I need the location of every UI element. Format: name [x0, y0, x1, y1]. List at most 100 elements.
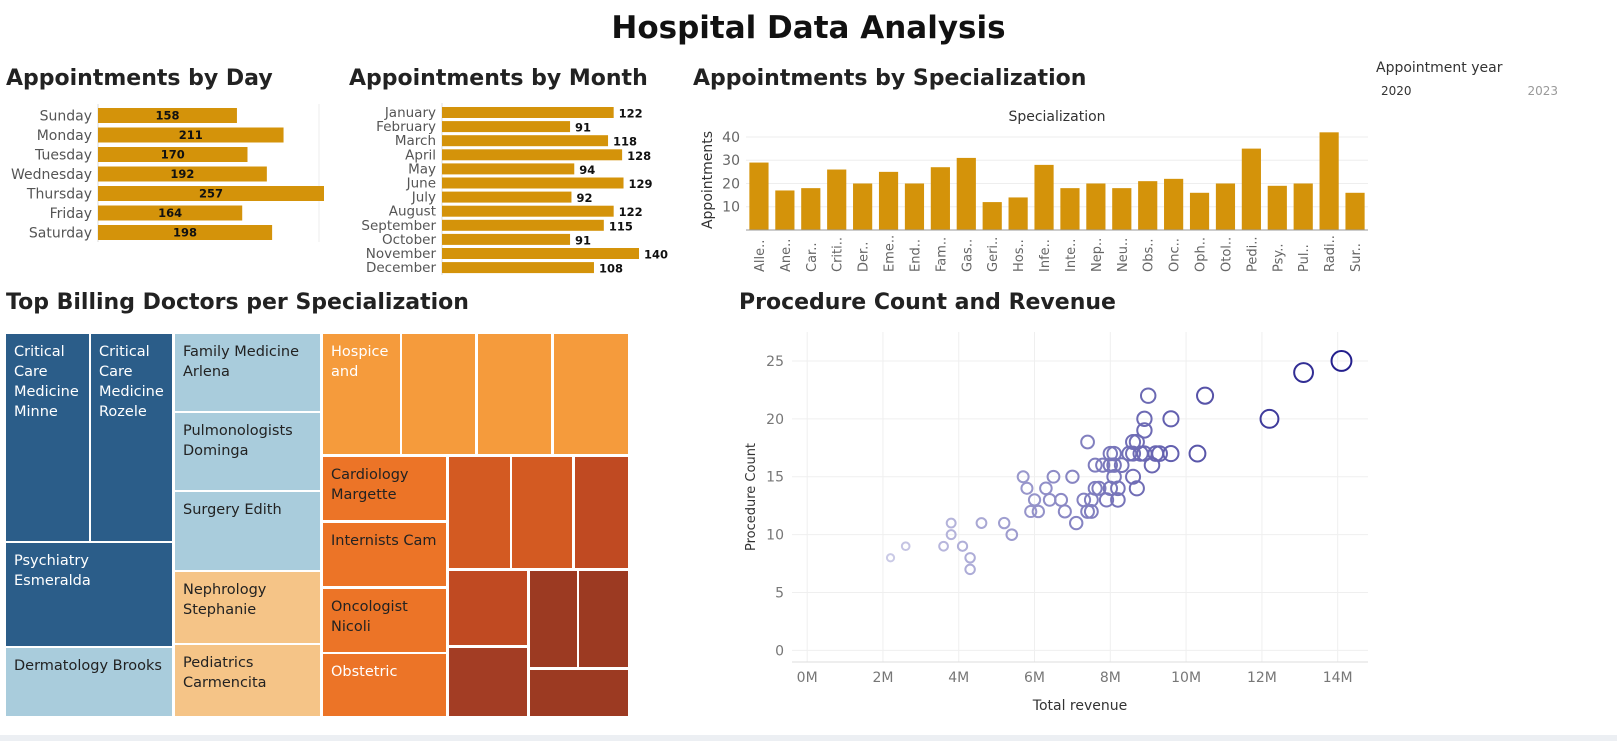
treemap-cell[interactable]: [530, 670, 628, 716]
section-title-specialization: Appointments by Specialization: [693, 66, 1087, 91]
treemap-cell[interactable]: Critical Care Medicine Minne: [6, 334, 89, 541]
spec-subtitle: Specialization: [1008, 109, 1105, 125]
treemap-cell[interactable]: Pediatrics Carmencita: [175, 645, 320, 716]
scatter-point: [1143, 456, 1161, 474]
day-tick-label: Tuesday: [34, 148, 92, 164]
scatter-point: [1042, 493, 1057, 507]
scatter-y-tick-label: 15: [766, 470, 784, 486]
spec-x-tick-label: Hos..: [1012, 239, 1027, 272]
scatter-y-tick-label: 0: [775, 643, 784, 659]
day-bar: [98, 225, 273, 240]
scatter-x-tick-label: 10M: [1171, 670, 1201, 686]
scatter-point: [1162, 410, 1180, 428]
scatter-point: [885, 553, 896, 563]
scatter-point: [1020, 481, 1034, 495]
spec-x-tick-label: Ane..: [779, 239, 794, 272]
month-value-label: 92: [576, 191, 592, 205]
scatter-point: [956, 540, 969, 552]
month-tick-label: May: [408, 161, 436, 177]
spec-x-tick-label: Car..: [805, 243, 820, 272]
scatter-x-tick-label: 8M: [1100, 670, 1121, 686]
spec-x-tick-label: Pedi..: [1245, 236, 1260, 272]
spec-x-tick-label: Eme..: [883, 235, 898, 272]
spec-bar: [878, 171, 899, 230]
treemap-cell[interactable]: Pulmonologists Dominga: [175, 413, 320, 490]
scatter-point: [1095, 457, 1111, 473]
scatter-point: [1031, 504, 1046, 519]
scatter-point: [1087, 457, 1103, 473]
scatter-x-tick-label: 6M: [1024, 670, 1045, 686]
day-value-label: 192: [170, 167, 194, 181]
spec-bar: [1008, 197, 1028, 230]
day-value-label: 211: [179, 128, 203, 142]
treemap-cell[interactable]: [575, 457, 628, 568]
spec-x-tick-label: Nep..: [1090, 238, 1105, 272]
spec-y-axis-label: Appointments: [700, 131, 716, 229]
month-tick-label: January: [384, 105, 436, 121]
bottom-scrollbar[interactable]: [0, 735, 1617, 741]
scatter-point: [1065, 469, 1080, 484]
month-value-label: 122: [619, 205, 643, 219]
spec-bar: [853, 183, 873, 230]
scatter-point: [1024, 504, 1038, 519]
treemap-cell[interactable]: [449, 571, 527, 645]
scatter-point: [1128, 433, 1145, 451]
spec-x-tick-label: Der..: [857, 242, 872, 272]
month-bar: [442, 121, 571, 133]
treemap-cell[interactable]: Critical Care Medicine Rozele: [91, 334, 172, 541]
treemap-cell[interactable]: Obstetric: [323, 654, 446, 716]
section-title-treemap: Top Billing Doctors per Specialization: [6, 290, 469, 315]
treemap-cell[interactable]: Cardiology Margette: [323, 457, 446, 520]
spec-bar: [1267, 185, 1287, 230]
month-bar: [442, 248, 639, 259]
month-tick-label: December: [366, 260, 436, 276]
treemap-cell[interactable]: [579, 571, 628, 667]
spec-bar: [982, 202, 1002, 230]
day-value-label: 257: [199, 187, 223, 201]
spec-bar: [801, 188, 821, 230]
month-tick-label: February: [376, 119, 436, 135]
treemap-cell[interactable]: Psychiatry Esmeralda: [6, 543, 172, 646]
treemap-cell[interactable]: [554, 334, 628, 454]
treemap-cell[interactable]: Hospice and: [323, 334, 400, 454]
scatter-point: [964, 552, 976, 564]
day-tick-label: Thursday: [26, 187, 92, 203]
day-value-label: 170: [161, 148, 185, 162]
scatter-point: [1039, 481, 1053, 496]
treemap-cell[interactable]: Oncologist Nicoli: [323, 589, 446, 652]
scatter-point: [1106, 457, 1122, 473]
month-value-label: 91: [575, 233, 591, 247]
treemap-cell[interactable]: [530, 571, 577, 667]
treemap-cell[interactable]: Surgery Edith: [175, 492, 320, 570]
treemap-cell[interactable]: Dermatology Brooks: [6, 648, 172, 716]
spec-x-tick-label: Psy..: [1271, 244, 1286, 273]
month-value-label: 118: [613, 135, 637, 149]
spec-x-tick-label: Fam..: [934, 237, 949, 272]
month-value-label: 122: [619, 107, 643, 121]
treemap-cell[interactable]: [402, 334, 475, 454]
scatter-point: [1330, 350, 1353, 372]
treemap-cell[interactable]: Nephrology Stephanie: [175, 572, 320, 643]
scatter-point: [998, 516, 1011, 530]
month-bar: [442, 191, 572, 203]
spec-x-tick-label: Otol..: [1219, 237, 1234, 272]
treemap-cell[interactable]: [449, 648, 527, 716]
treemap-cell[interactable]: Internists Cam: [323, 523, 446, 586]
treemap-cell[interactable]: Family Medicine Arlena: [175, 334, 320, 411]
treemap-cell[interactable]: [449, 457, 510, 568]
month-value-label: 91: [575, 121, 591, 135]
spec-bar: [1086, 183, 1106, 230]
section-title-scatter: Procedure Count and Revenue: [739, 290, 1116, 315]
spec-bar: [1215, 183, 1236, 230]
treemap-cell[interactable]: [478, 334, 551, 454]
appointments-by-month-chart: January 122 February 91 March 118 April 128 May 9…: [361, 103, 668, 276]
scatter-point: [1125, 445, 1142, 462]
dashboard-title: Hospital Data Analysis: [611, 10, 1006, 46]
spec-y-tick-label: 30: [722, 153, 740, 169]
treemap-cell[interactable]: [512, 457, 572, 568]
day-value-label: 158: [155, 109, 179, 123]
year-filter[interactable]: Appointment year 2020 2023: [1376, 60, 1566, 104]
scatter-y-tick-label: 20: [766, 412, 784, 428]
procedure-revenue-scatter: 0M 2M 4M 6M 8M 10M 12M 14M 0 5 10 15 20 25 Total reven…: [744, 332, 1368, 714]
spec-x-tick-label: Oph..: [1194, 237, 1209, 272]
